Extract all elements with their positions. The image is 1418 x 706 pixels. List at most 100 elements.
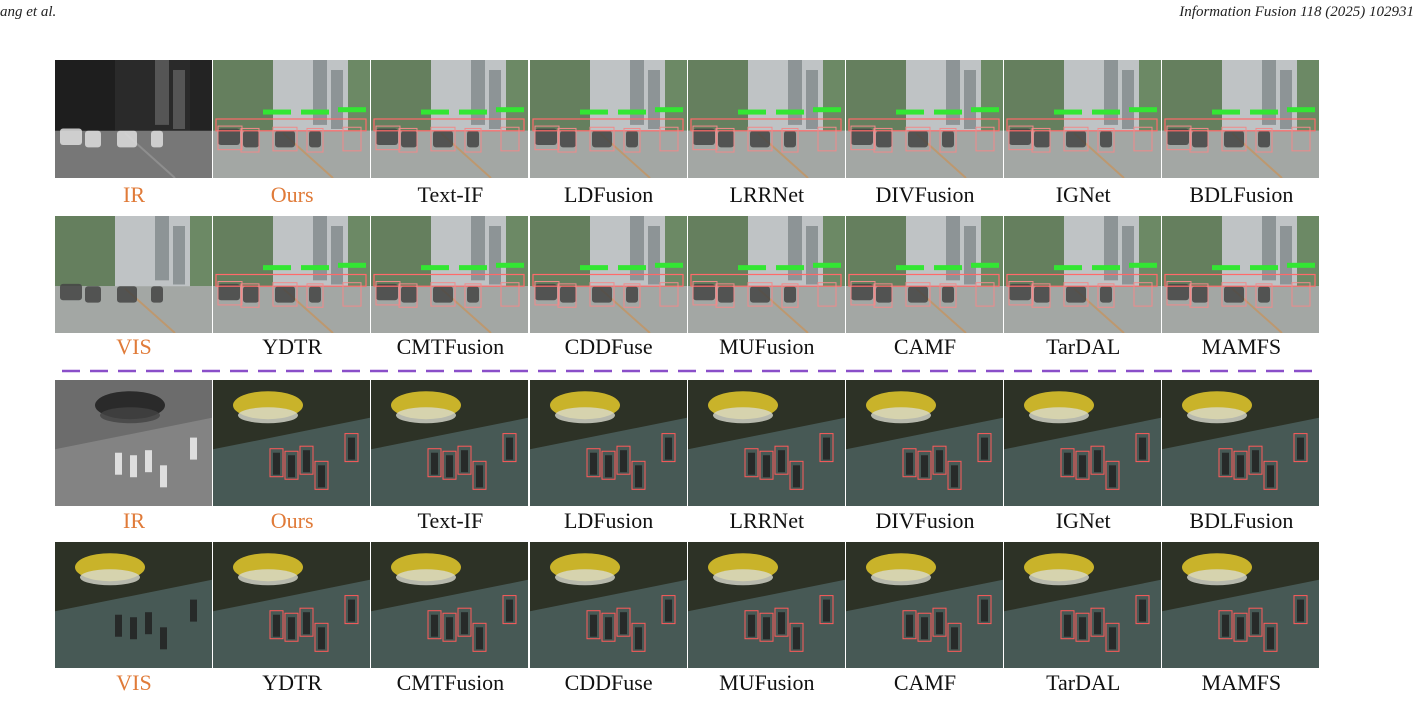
method-label: YDTR — [262, 334, 323, 359]
result-image — [55, 380, 212, 506]
image-placeholder — [846, 380, 1003, 506]
method-label: IR — [123, 182, 145, 207]
method-label: TarDAL — [1046, 670, 1121, 695]
method-label: DIVFusion — [875, 508, 975, 533]
method-label: IR — [123, 508, 145, 533]
result-image — [687, 380, 845, 506]
result-image — [529, 216, 687, 333]
result-image — [846, 60, 1003, 178]
image-placeholder — [1162, 380, 1320, 506]
method-label: Text-IF — [417, 182, 484, 207]
method-label: Text-IF — [417, 508, 484, 533]
result-image — [846, 380, 1003, 506]
method-label: TarDAL — [1046, 334, 1121, 359]
result-image — [55, 60, 212, 178]
result-image — [687, 216, 845, 333]
result-image — [1004, 60, 1162, 178]
image-placeholder — [529, 60, 687, 178]
image-placeholder — [1004, 216, 1162, 333]
image-placeholder — [371, 216, 529, 333]
method-label: MUFusion — [719, 670, 815, 695]
method-label: CMTFusion — [396, 334, 505, 359]
result-image — [1004, 216, 1162, 333]
method-label: VIS — [116, 670, 152, 695]
image-placeholder — [55, 380, 212, 506]
result-image — [371, 380, 529, 506]
result-image — [846, 216, 1003, 333]
image-placeholder — [1004, 542, 1162, 668]
method-label: CAMF — [893, 334, 957, 359]
image-placeholder — [687, 380, 845, 506]
method-label: IGNet — [1055, 508, 1111, 533]
image-placeholder — [846, 542, 1003, 668]
image-placeholder — [213, 60, 371, 178]
method-label: LRRNet — [729, 182, 805, 207]
image-placeholder — [1162, 216, 1320, 333]
result-image — [529, 380, 687, 506]
result-image — [529, 60, 687, 178]
result-image — [1162, 380, 1320, 506]
result-image — [371, 216, 529, 333]
result-image — [1162, 542, 1320, 668]
image-placeholder — [1004, 60, 1162, 178]
method-label: CDDFuse — [564, 670, 653, 695]
method-label: LDFusion — [563, 508, 654, 533]
method-label: BDLFusion — [1189, 182, 1294, 207]
image-placeholder — [1162, 60, 1320, 178]
method-label: Ours — [270, 182, 314, 207]
result-image — [687, 542, 845, 668]
result-image — [55, 542, 212, 668]
image-placeholder — [687, 60, 845, 178]
method-label: VIS — [116, 334, 152, 359]
image-placeholder — [1004, 380, 1162, 506]
image-placeholder — [687, 216, 845, 333]
image-placeholder — [371, 380, 529, 506]
result-image — [529, 542, 687, 668]
result-image — [213, 216, 371, 333]
image-placeholder — [529, 380, 687, 506]
image-placeholder — [55, 542, 212, 668]
method-label: MAMFS — [1201, 670, 1282, 695]
image-placeholder — [529, 542, 687, 668]
result-image — [1162, 216, 1320, 333]
image-placeholder — [1162, 542, 1320, 668]
method-label: IGNet — [1055, 182, 1111, 207]
result-image — [55, 216, 212, 333]
image-placeholder — [213, 542, 371, 668]
method-label: MUFusion — [719, 334, 815, 359]
method-label: LDFusion — [563, 182, 654, 207]
image-placeholder — [55, 216, 212, 333]
result-image — [1162, 60, 1320, 178]
running-head: ang et al. — [0, 4, 57, 20]
method-label: BDLFusion — [1189, 508, 1294, 533]
result-image — [213, 60, 371, 178]
method-label: CDDFuse — [564, 334, 653, 359]
image-placeholder — [529, 216, 687, 333]
method-label: CMTFusion — [396, 670, 505, 695]
result-image — [371, 542, 529, 668]
image-placeholder — [55, 60, 212, 178]
image-placeholder — [846, 60, 1003, 178]
image-placeholder — [213, 380, 371, 506]
result-image — [1004, 380, 1162, 506]
method-label: LRRNet — [729, 508, 805, 533]
method-label: DIVFusion — [875, 182, 975, 207]
image-placeholder — [687, 542, 845, 668]
image-placeholder — [213, 216, 371, 333]
result-image — [213, 380, 371, 506]
result-image — [1004, 542, 1162, 668]
method-label: MAMFS — [1201, 334, 1282, 359]
image-placeholder — [371, 60, 529, 178]
method-label: CAMF — [893, 670, 957, 695]
method-label: YDTR — [262, 670, 323, 695]
result-image — [371, 60, 529, 178]
image-placeholder — [371, 542, 529, 668]
method-label: Ours — [270, 508, 314, 533]
result-image — [687, 60, 845, 178]
journal-ref: Information Fusion 118 (2025) 102931 — [1179, 4, 1414, 20]
image-placeholder — [846, 216, 1003, 333]
result-image — [846, 542, 1003, 668]
result-image — [213, 542, 371, 668]
